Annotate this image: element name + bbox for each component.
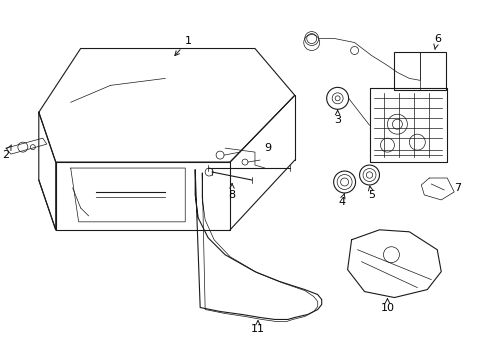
Text: 11: 11 (250, 320, 264, 334)
Text: 9: 9 (264, 143, 271, 153)
Text: 6: 6 (433, 33, 440, 49)
Text: 1: 1 (175, 36, 191, 55)
Text: 4: 4 (337, 194, 345, 207)
Text: 7: 7 (453, 183, 460, 193)
Text: 10: 10 (380, 299, 394, 312)
Text: 2: 2 (2, 145, 11, 160)
Text: 3: 3 (333, 110, 341, 125)
Bar (394, 53, 446, 90)
Text: 8: 8 (228, 184, 235, 200)
Text: 5: 5 (367, 186, 374, 200)
